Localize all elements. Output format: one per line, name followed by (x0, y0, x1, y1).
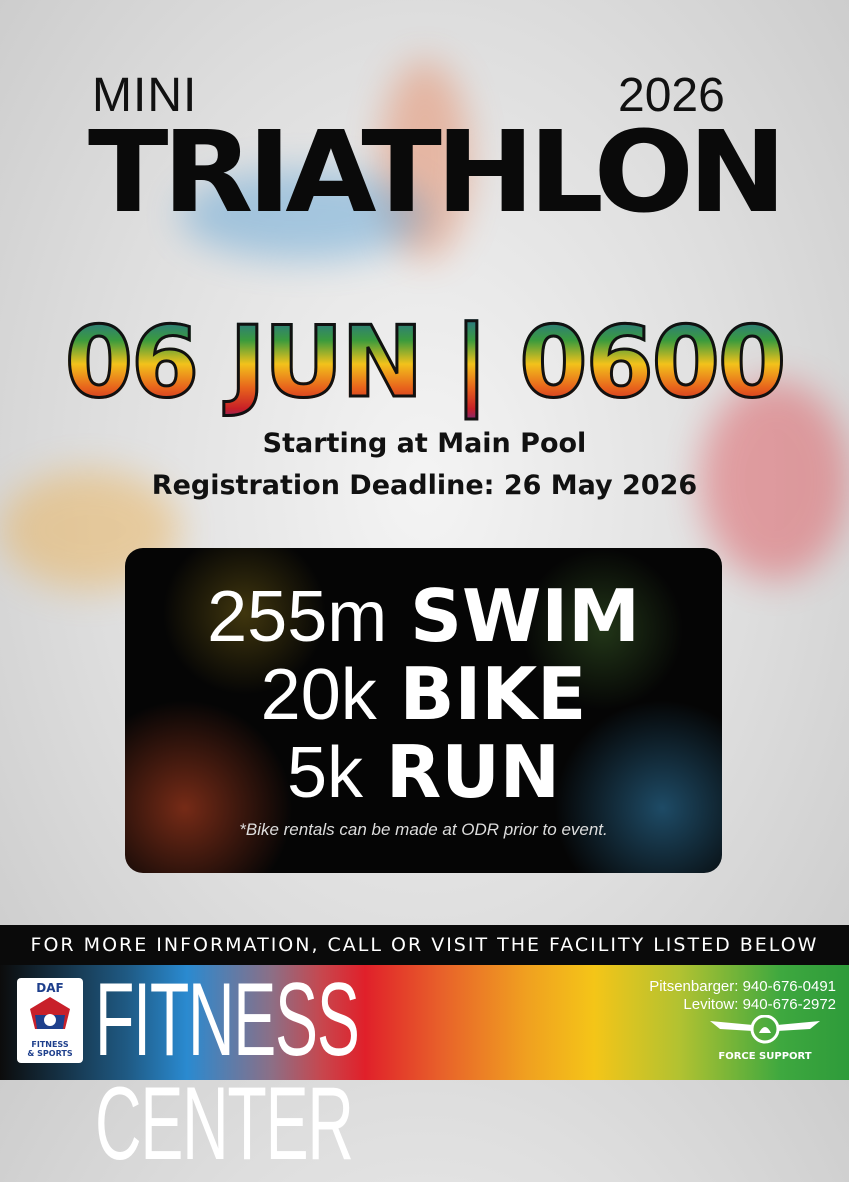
page-title: TRIATHLON (88, 106, 787, 238)
race-legs-panel: 255m SWIM 20k BIKE 5k RUN *Bike rentals … (125, 548, 722, 873)
paint-splash (180, 170, 430, 260)
mini-label: MINI (92, 69, 198, 122)
registration-deadline: Registration Deadline: 26 May 2026 (151, 470, 698, 501)
paint-splash (380, 60, 470, 260)
force-support-logo: FORCE SUPPORT (700, 1014, 830, 1062)
event-date-time: 06 JUN | 0600 (0, 305, 849, 423)
phone-pitsenbarger: Pitsenbarger: 940-676-0491 (649, 978, 836, 995)
facility-name: FITNESS CENTER (95, 962, 360, 1182)
footer-banner (0, 965, 849, 1080)
leg-swim: 255m SWIM (207, 574, 640, 658)
year-label: 2026 (618, 69, 725, 122)
paint-splash (700, 380, 849, 580)
leg-bike: 20k BIKE (260, 652, 587, 736)
daf-fitness-logo: DAF FITNESS & SPORTS (17, 978, 83, 1063)
event-location: Starting at Main Pool (262, 428, 587, 459)
wings-icon (710, 1014, 820, 1044)
bike-rental-note: *Bike rentals can be made at ODR prior t… (239, 820, 608, 839)
phone-levitow: Levitow: 940-676-2972 (683, 996, 836, 1013)
info-bar: FOR MORE INFORMATION, CALL OR VISIT THE … (0, 925, 849, 965)
leg-run: 5k RUN (286, 730, 561, 814)
eagle-icon (30, 997, 70, 1029)
